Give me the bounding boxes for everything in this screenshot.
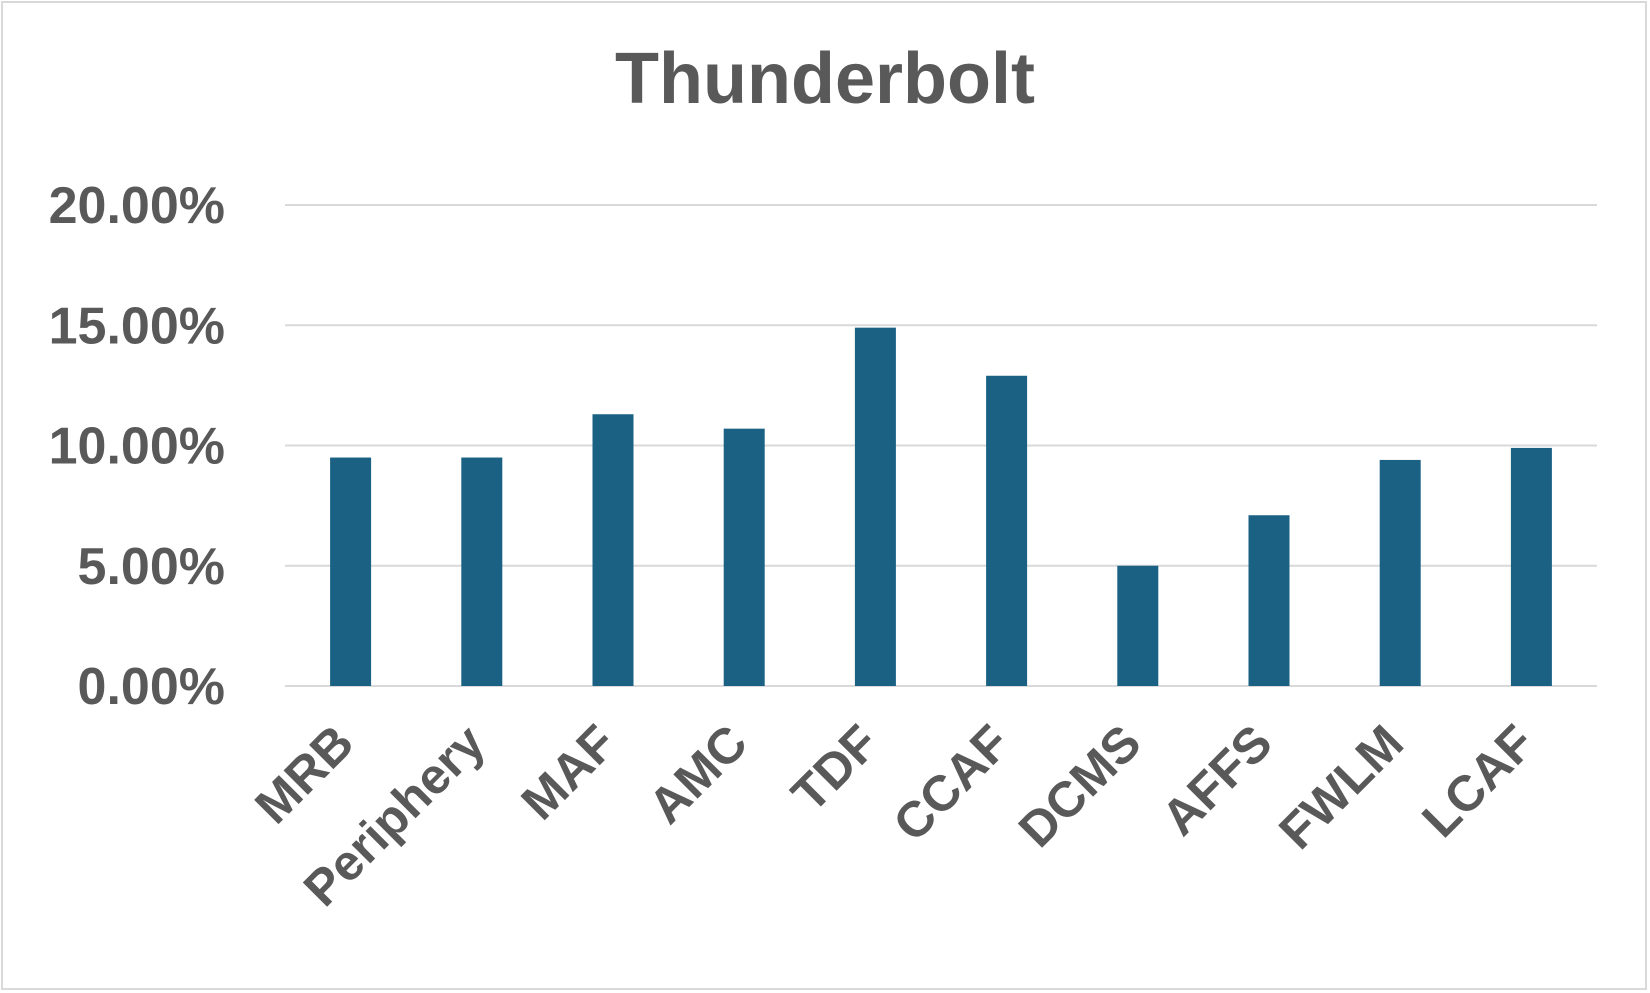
x-category-label: AFFS xyxy=(1151,714,1283,846)
x-category-label: MAF xyxy=(511,714,627,830)
bar-dcms xyxy=(1117,565,1159,686)
x-category-label: TDF xyxy=(781,714,889,822)
bar-maf xyxy=(592,414,634,686)
bar-mrb xyxy=(330,457,372,686)
chart-title: Thunderbolt xyxy=(615,39,1035,119)
y-tick-label: 20.00% xyxy=(49,177,225,235)
y-tick-label: 15.00% xyxy=(49,297,225,355)
x-category-label: FWLM xyxy=(1268,714,1414,860)
x-category-label: AMC xyxy=(638,714,758,834)
bar-periphery xyxy=(461,457,503,686)
x-category-label: DCMS xyxy=(1008,714,1152,858)
bar-amc xyxy=(723,428,765,686)
y-tick-label: 0.00% xyxy=(78,658,225,716)
y-tick-label: 10.00% xyxy=(49,418,225,476)
bar-affs xyxy=(1248,515,1290,686)
gridlines xyxy=(285,204,1597,687)
bars xyxy=(330,327,1552,686)
y-tick-label: 5.00% xyxy=(78,538,225,596)
y-axis-ticks: 0.00% 5.00% 10.00% 15.00% 20.00% xyxy=(49,177,225,716)
bar-fwlm xyxy=(1379,459,1421,686)
bar-ccaf xyxy=(986,375,1028,686)
bar-tdf xyxy=(854,327,896,686)
x-category-label: MRB xyxy=(244,714,364,834)
x-category-label: CCAF xyxy=(883,714,1021,852)
x-category-label: LCAF xyxy=(1411,714,1545,848)
bar-lcaf xyxy=(1510,447,1552,686)
